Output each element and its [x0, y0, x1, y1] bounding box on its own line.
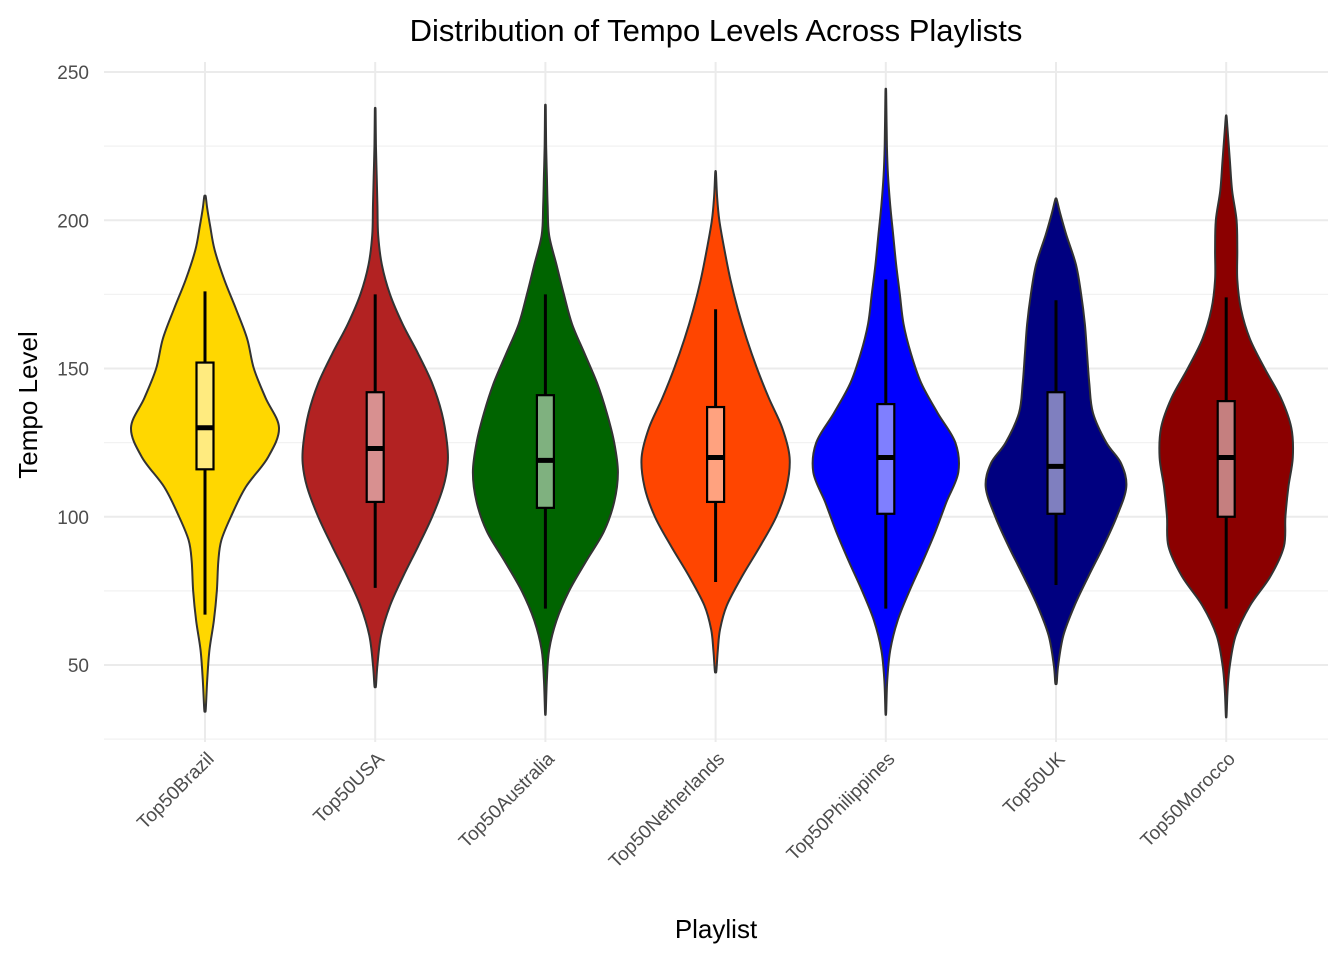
y-tick-label: 100 — [57, 508, 89, 529]
box-Top50Netherlands — [705, 405, 726, 504]
x-tick-label: Top50USA — [310, 748, 389, 827]
x-tick-label: Top50Netherlands — [605, 749, 729, 873]
x-tick-label: Top50Morocco — [1137, 749, 1240, 852]
box-Top50Brazil — [195, 361, 215, 471]
y-axis-ticks: 50 100 150 200 250 — [57, 63, 89, 677]
y-axis-title: Tempo Level — [13, 331, 43, 478]
y-tick-label: 50 — [68, 656, 89, 677]
chart-title: Distribution of Tempo Levels Across Play… — [410, 13, 1023, 48]
violins — [129, 87, 1295, 719]
box-Top50UK — [1046, 391, 1066, 515]
x-axis-ticks: Top50Brazil Top50USA Top50Australia Top50Ne… — [133, 748, 1239, 872]
box-Top50Australia — [535, 394, 556, 509]
x-tick-label: Top50Philippines — [783, 749, 899, 865]
y-tick-label: 150 — [57, 360, 89, 381]
x-tick-label: Top50UK — [999, 748, 1069, 818]
y-tick-label: 250 — [57, 63, 89, 84]
x-tick-label: Top50Brazil — [133, 749, 218, 834]
x-tick-label: Top50Australia — [455, 748, 559, 852]
y-tick-label: 200 — [57, 211, 89, 232]
boxplots — [195, 279, 1236, 615]
x-axis-title: Playlist — [675, 914, 758, 944]
